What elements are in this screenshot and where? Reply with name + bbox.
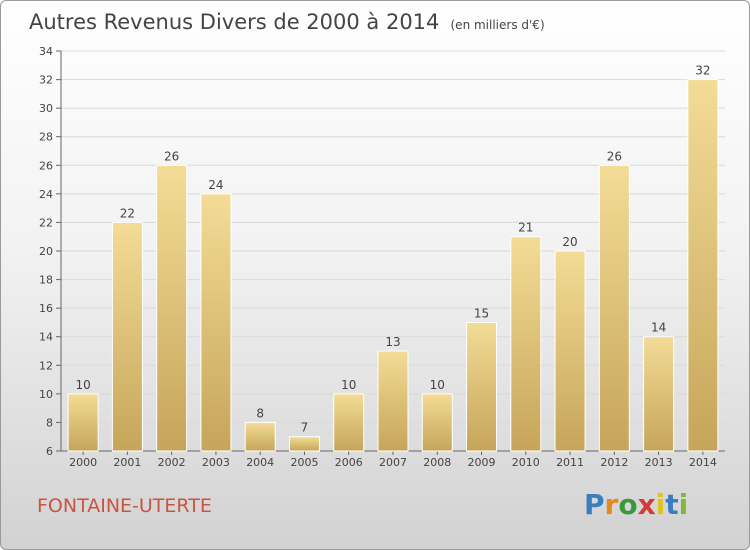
x-tick-label: 2004: [246, 456, 274, 469]
chart-title: Autres Revenus Divers de 2000 à 2014 (en…: [29, 10, 545, 34]
value-labels: 10 22 26 24 8 7 10 13 10 15 21 20 26 14 32: [75, 64, 710, 435]
bar: [333, 393, 365, 452]
bar: [288, 436, 320, 452]
bar: [244, 421, 276, 452]
title-unit: (en milliers d'€): [450, 18, 545, 32]
x-tick-label: 2007: [379, 456, 407, 469]
x-tick-label: 2003: [202, 456, 230, 469]
logo-letter: x: [637, 488, 656, 521]
title-text: Autres Revenus Divers de 2000 à 2014: [29, 10, 440, 34]
proxiti-logo: Proxiti: [584, 488, 688, 521]
x-tick-labels: 2000 2001 2002 2003 2004 2005 2006 2007 2008 2009…: [69, 456, 717, 469]
bar: [156, 164, 188, 452]
bar: [554, 250, 586, 452]
value-label: 14: [651, 321, 666, 335]
logo-letter: r: [604, 488, 619, 521]
logo-letter: P: [584, 488, 605, 521]
bar: [687, 79, 719, 452]
value-label: 10: [341, 378, 356, 392]
value-label: 26: [164, 149, 179, 163]
y-tick-label: 6: [46, 445, 53, 458]
value-label: 7: [301, 421, 309, 435]
bar: [510, 236, 542, 452]
y-tick-label: 16: [39, 302, 53, 315]
y-tick-label: 22: [39, 216, 53, 229]
y-tick-labels: 6 8 10 12 14 16 18 20 22 24 26 28 30 32 34: [39, 45, 53, 458]
x-tick-label: 2006: [335, 456, 363, 469]
value-label: 32: [695, 64, 710, 78]
x-tick-label: 2008: [423, 456, 451, 469]
y-tick-label: 26: [39, 159, 53, 172]
value-label: 15: [474, 306, 489, 320]
value-label: 10: [430, 378, 445, 392]
y-tick-label: 12: [39, 359, 53, 372]
x-tick-label: 2009: [468, 456, 496, 469]
y-tick-label: 14: [39, 331, 53, 344]
y-tick-label: 20: [39, 245, 53, 258]
x-tick-label: 2001: [113, 456, 141, 469]
y-tick-label: 8: [46, 416, 53, 429]
bar: [643, 336, 675, 452]
bar: [200, 193, 232, 452]
commune-name: FONTAINE-UTERTE: [37, 495, 212, 517]
y-tick-label: 30: [39, 102, 53, 115]
bar: [67, 393, 99, 452]
value-label: 22: [120, 206, 135, 220]
value-label: 24: [208, 178, 223, 192]
bars: [67, 79, 719, 452]
x-tick-label: 2014: [689, 456, 717, 469]
value-label: 10: [75, 378, 90, 392]
value-label: 26: [607, 149, 622, 163]
bar: [598, 164, 630, 452]
y-tick-label: 28: [39, 131, 53, 144]
value-label: 8: [256, 406, 264, 420]
y-tick-label: 18: [39, 274, 53, 287]
x-tick-label: 2002: [158, 456, 186, 469]
x-tick-label: 2012: [600, 456, 628, 469]
logo-letter: i: [678, 488, 689, 521]
value-label: 21: [518, 221, 533, 235]
logo-letter: o: [618, 488, 638, 521]
logo-letter: i: [655, 488, 666, 521]
y-tick-label: 24: [39, 188, 53, 201]
x-tick-label: 2010: [512, 456, 540, 469]
logo-letter: t: [665, 488, 679, 521]
x-tick-label: 2000: [69, 456, 97, 469]
y-tick-label: 32: [39, 74, 53, 87]
value-label: 20: [562, 235, 577, 249]
x-tick-label: 2005: [290, 456, 318, 469]
bar: [377, 350, 409, 452]
y-tick-label: 34: [39, 45, 53, 58]
x-tick-label: 2013: [645, 456, 673, 469]
bar: [466, 321, 498, 452]
x-tick-label: 2011: [556, 456, 584, 469]
bar: [111, 221, 143, 452]
bar: [421, 393, 453, 452]
y-tick-label: 10: [39, 388, 53, 401]
value-label: 13: [385, 335, 400, 349]
